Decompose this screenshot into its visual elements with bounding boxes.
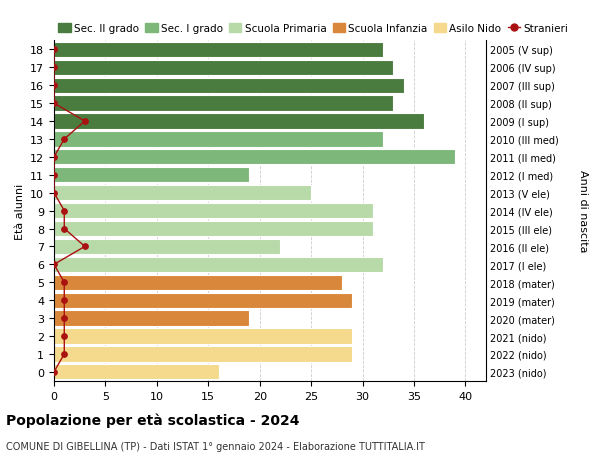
- Point: [49, 261, 59, 269]
- Bar: [54, 96, 394, 112]
- Bar: [54, 185, 311, 201]
- Text: Popolazione per età scolastica - 2024: Popolazione per età scolastica - 2024: [6, 413, 299, 428]
- Bar: [54, 132, 383, 147]
- Point: [59, 207, 69, 215]
- Point: [59, 279, 69, 286]
- Point: [49, 82, 59, 90]
- Point: [59, 351, 69, 358]
- Bar: [54, 203, 373, 219]
- Bar: [54, 168, 250, 183]
- Bar: [54, 275, 342, 290]
- Point: [49, 46, 59, 54]
- Text: COMUNE DI GIBELLINA (TP) - Dati ISTAT 1° gennaio 2024 - Elaborazione TUTTITALIA.: COMUNE DI GIBELLINA (TP) - Dati ISTAT 1°…: [6, 441, 425, 451]
- Bar: [54, 150, 455, 165]
- Bar: [54, 239, 280, 254]
- Bar: [54, 221, 373, 237]
- Point: [59, 333, 69, 340]
- Point: [59, 225, 69, 233]
- Y-axis label: Età alunni: Età alunni: [14, 183, 25, 239]
- Point: [49, 64, 59, 72]
- Point: [59, 315, 69, 322]
- Bar: [54, 293, 352, 308]
- Point: [80, 118, 89, 125]
- Point: [59, 297, 69, 304]
- Bar: [54, 257, 383, 272]
- Y-axis label: Anni di nascita: Anni di nascita: [578, 170, 589, 252]
- Point: [49, 190, 59, 197]
- Point: [49, 172, 59, 179]
- Bar: [54, 78, 404, 94]
- Bar: [54, 364, 218, 380]
- Point: [59, 136, 69, 143]
- Bar: [54, 347, 352, 362]
- Bar: [54, 329, 352, 344]
- Legend: Sec. II grado, Sec. I grado, Scuola Primaria, Scuola Infanzia, Asilo Nido, Stran: Sec. II grado, Sec. I grado, Scuola Prim…: [54, 20, 572, 38]
- Bar: [54, 114, 424, 129]
- Point: [49, 154, 59, 161]
- Point: [49, 100, 59, 107]
- Bar: [54, 61, 394, 76]
- Bar: [54, 43, 383, 58]
- Bar: [54, 311, 250, 326]
- Point: [80, 243, 89, 251]
- Point: [49, 369, 59, 376]
